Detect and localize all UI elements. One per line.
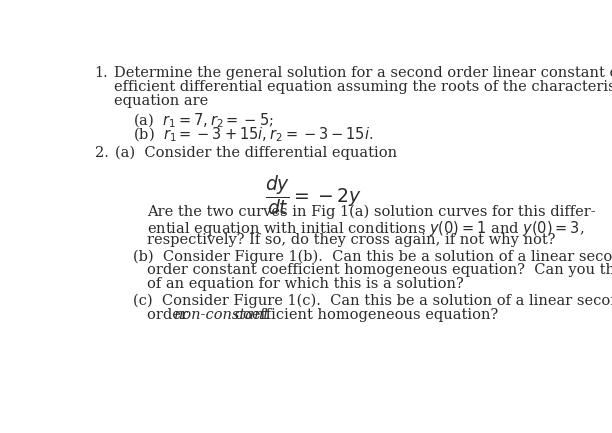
Text: 1.: 1. — [94, 66, 108, 80]
Text: (b)  Consider Figure 1(b).  Can this be a solution of a linear second: (b) Consider Figure 1(b). Can this be a … — [133, 249, 612, 264]
Text: order constant coefficient homogeneous equation?  Can you think: order constant coefficient homogeneous e… — [147, 263, 612, 278]
Text: non-constant: non-constant — [174, 308, 271, 322]
Text: Determine the general solution for a second order linear constant co-: Determine the general solution for a sec… — [114, 66, 612, 80]
Text: (a)  Consider the differential equation: (a) Consider the differential equation — [116, 146, 398, 160]
Text: equation are: equation are — [114, 94, 209, 108]
Text: Are the two curves in Fig 1(a) solution curves for this differ-: Are the two curves in Fig 1(a) solution … — [147, 205, 595, 219]
Text: (a)  $r_1 = 7, r_2 = -5$;: (a) $r_1 = 7, r_2 = -5$; — [133, 112, 274, 130]
Text: respectively? If so, do they cross again, if not why not?: respectively? If so, do they cross again… — [147, 233, 555, 247]
Text: (b)  $r_1 = -3 + 15i, r_2 = -3 - 15i$.: (b) $r_1 = -3 + 15i, r_2 = -3 - 15i$. — [133, 126, 374, 144]
Text: 2.: 2. — [94, 146, 108, 160]
Text: coefficient homogeneous equation?: coefficient homogeneous equation? — [230, 308, 498, 322]
Text: $\dfrac{dy}{dt} = -2y$: $\dfrac{dy}{dt} = -2y$ — [266, 173, 362, 216]
Text: order: order — [147, 308, 192, 322]
Text: ential equation with initial conditions $y(0) = 1$ and $y(0) = 3$,: ential equation with initial conditions … — [147, 219, 584, 238]
Text: (c)  Consider Figure 1(c).  Can this be a solution of a linear second: (c) Consider Figure 1(c). Can this be a … — [133, 294, 612, 308]
Text: of an equation for which this is a solution?: of an equation for which this is a solut… — [147, 278, 463, 291]
Text: efficient differential equation assuming the roots of the characteristic: efficient differential equation assuming… — [114, 80, 612, 94]
